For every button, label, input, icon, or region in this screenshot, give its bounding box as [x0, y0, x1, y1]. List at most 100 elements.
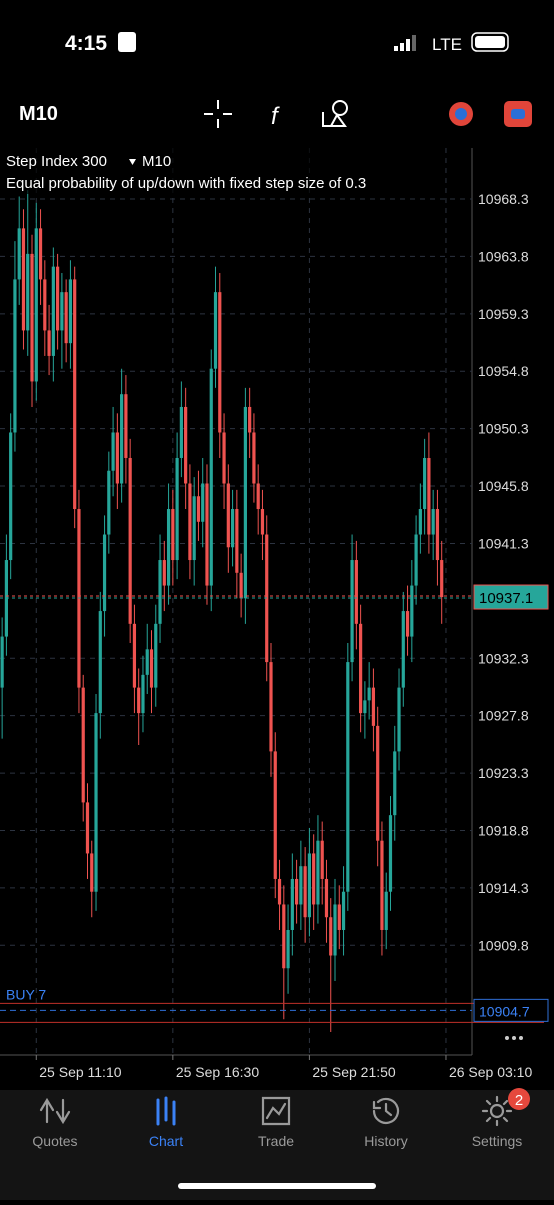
candle-body	[94, 713, 98, 892]
tab-icon[interactable]	[261, 1096, 291, 1126]
order-mask	[474, 986, 554, 1002]
battery-level	[475, 36, 505, 48]
x-tick-label: 25 Sep 21:50	[312, 1064, 396, 1080]
tab-label[interactable]: Settings	[472, 1133, 523, 1149]
candle-body	[137, 687, 141, 714]
candle-body	[273, 751, 277, 879]
candle-body	[410, 585, 414, 637]
candle-body	[196, 496, 201, 522]
candle-body	[324, 878, 329, 918]
header-backdrop	[0, 148, 432, 194]
candle-body	[269, 662, 273, 752]
candle-body	[68, 279, 73, 344]
status-network: LTE	[432, 35, 462, 54]
candle-body	[17, 228, 21, 280]
candle-body	[393, 751, 397, 816]
candle-body	[256, 483, 260, 510]
chart-symbol[interactable]: Step Index 300	[6, 153, 107, 170]
candle-body	[320, 840, 324, 879]
candle-body	[111, 432, 115, 471]
candle-body	[388, 815, 393, 892]
candle-body	[98, 611, 102, 714]
candle-body	[26, 253, 30, 331]
y-tick-label: 10927.8	[478, 708, 529, 724]
candle-body	[43, 279, 47, 331]
battery-icon	[471, 32, 509, 52]
candle-body	[282, 904, 286, 969]
y-tick-label: 10932.3	[478, 650, 529, 666]
order-label[interactable]: BUY 7	[6, 986, 46, 1002]
candle-body	[120, 394, 124, 484]
y-tick-label: 10968.3	[478, 191, 529, 207]
tab-icon[interactable]	[156, 1096, 176, 1126]
tab-label[interactable]: Trade	[258, 1133, 294, 1149]
candle-body	[179, 406, 183, 458]
candle-body	[290, 878, 294, 930]
candle-body	[243, 406, 247, 599]
candle-body	[60, 292, 64, 331]
candle-body	[423, 457, 427, 510]
candle-body	[145, 649, 149, 675]
home-indicator	[178, 1183, 376, 1189]
candle-body	[303, 866, 307, 918]
candle-body	[312, 853, 316, 905]
more-button[interactable]	[505, 1036, 523, 1040]
candle-body	[132, 623, 137, 688]
chart-subtitle: Equal probability of up/down with fixed …	[6, 175, 366, 192]
candle-body	[13, 279, 17, 433]
signal-icon	[394, 35, 416, 51]
candle-body	[252, 432, 256, 484]
tab-icon[interactable]	[481, 1095, 513, 1127]
y-tick-label: 10945.8	[478, 478, 529, 494]
candle-body	[316, 840, 320, 905]
candle-body	[260, 509, 265, 535]
candle-body	[56, 266, 60, 331]
crosshair-button[interactable]	[204, 100, 232, 128]
chart-timeframe: M10	[142, 153, 171, 170]
candle-body	[329, 917, 333, 956]
candle-body	[166, 509, 171, 586]
candle-body	[141, 674, 145, 714]
candle-body	[286, 929, 290, 969]
y-tick-label: 10941.3	[478, 535, 529, 551]
symbol-dropdown[interactable]	[129, 159, 136, 165]
overlay: 10937.1 BUY 7 10904.7	[0, 584, 554, 1023]
candle-body	[188, 483, 192, 561]
candle-body	[64, 292, 68, 344]
candle-body	[0, 636, 4, 688]
tab-icon[interactable]	[372, 1097, 400, 1124]
candle-body	[346, 662, 350, 892]
y-tick-label: 10914.3	[478, 880, 529, 896]
candle-body	[85, 802, 90, 854]
candle-body	[158, 560, 162, 624]
candle-body	[440, 560, 444, 598]
candle-body	[47, 330, 51, 356]
x-tick-label: 26 Sep 03:10	[449, 1064, 533, 1080]
candle-body	[401, 611, 405, 688]
tab-label[interactable]: Chart	[149, 1133, 183, 1149]
badge-count: 2	[515, 1092, 523, 1109]
indicators-button[interactable]: f	[271, 103, 280, 130]
tab-label[interactable]: Quotes	[32, 1133, 77, 1149]
candle-body	[239, 572, 243, 599]
toolbar-timeframe[interactable]: M10	[19, 103, 58, 125]
candle-body	[333, 904, 337, 956]
tab-label[interactable]: History	[364, 1133, 408, 1149]
y-tick-label: 10954.8	[478, 363, 529, 379]
candle-body	[192, 496, 196, 561]
candle-body	[341, 891, 346, 930]
candle-body	[209, 368, 213, 586]
candle-body	[81, 687, 85, 803]
candle-body	[222, 432, 226, 484]
badge	[508, 1088, 530, 1110]
candle-body	[418, 509, 422, 535]
status-time: 4:15	[65, 32, 107, 55]
y-tick-label: 10909.8	[478, 937, 529, 953]
objects-button[interactable]	[322, 100, 348, 127]
candle-body	[102, 534, 107, 612]
candle-body	[363, 700, 367, 714]
tab-icon[interactable]	[39, 1097, 71, 1125]
y-tick-label: 10963.8	[478, 248, 529, 264]
candle-body	[175, 457, 179, 561]
